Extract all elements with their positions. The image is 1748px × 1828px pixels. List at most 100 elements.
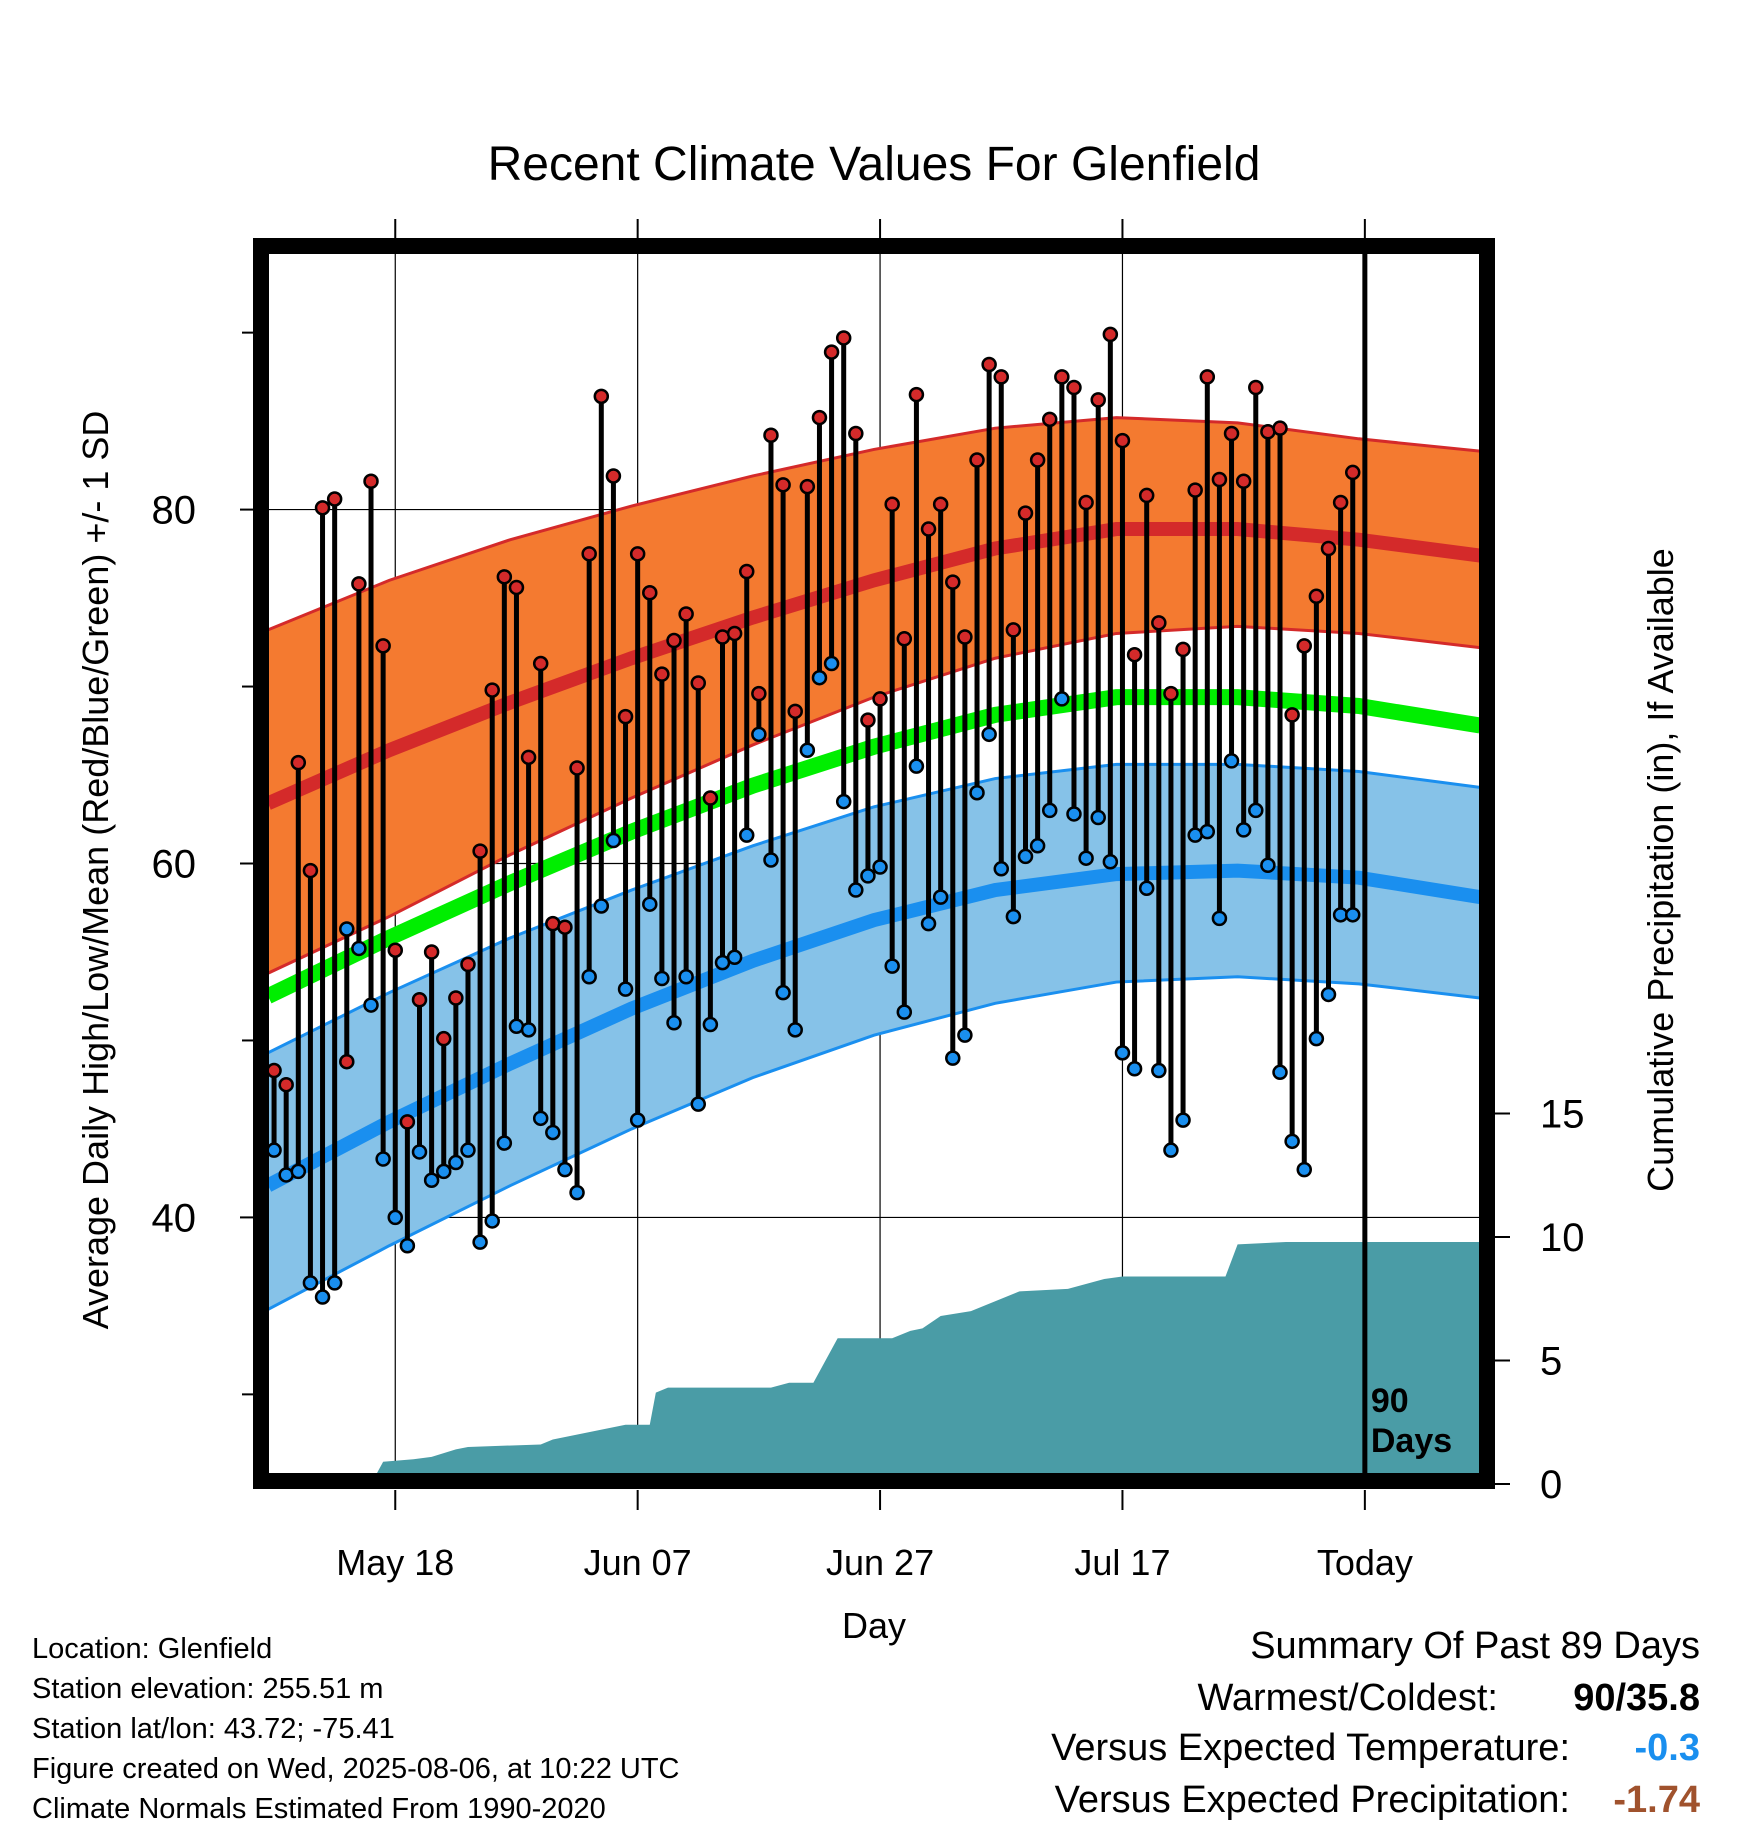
daily-low-point (593, 898, 610, 914)
axes: 40 60 80 0 5 10 15 May 18 Jun 07 Jun 27 Jul 17 Toda… (152, 219, 1585, 1583)
daily-low-point (957, 1027, 973, 1043)
daily-low-point (302, 1275, 319, 1291)
daily-low-point (290, 1163, 307, 1180)
daily-low-point (629, 1112, 646, 1128)
daily-high-point (484, 682, 500, 698)
daily-high-point (1090, 392, 1106, 408)
daily-high-point (1151, 615, 1167, 631)
daily-low-point (1126, 1061, 1143, 1077)
daily-high-point (1175, 641, 1191, 658)
y-tick-label: 60 (152, 843, 197, 887)
daily-high-point (363, 473, 379, 490)
daily-high-point (1199, 369, 1216, 385)
x-tick-label: May 18 (336, 1542, 454, 1583)
daily-low-point (642, 896, 658, 912)
daily-high-point (605, 468, 622, 484)
daily-high-point (1078, 494, 1094, 511)
daily-high-point (1138, 487, 1155, 504)
daily-low-point (1090, 809, 1106, 826)
daily-low-point (268, 1142, 282, 1158)
daily-low-point (1041, 802, 1058, 819)
x-tick-label: Today (1317, 1542, 1413, 1583)
daily-low-point (1235, 822, 1252, 838)
y2-tick-label: 15 (1540, 1093, 1585, 1137)
daily-low-point (375, 1151, 391, 1167)
daily-high-point (1308, 588, 1325, 605)
daily-high-point (629, 546, 646, 562)
daily-low-point (339, 921, 355, 937)
x-tick-label: Jul 17 (1074, 1542, 1170, 1583)
daily-high-point (1017, 505, 1034, 521)
daily-high-point (1102, 326, 1119, 343)
chart-title: Recent Climate Values For Glenfield (488, 138, 1261, 191)
daily-low-point (387, 1209, 404, 1226)
daily-low-point (993, 861, 1010, 877)
daily-high-point (787, 703, 803, 720)
daily-low-point (932, 889, 949, 905)
daily-low-point (1163, 1142, 1179, 1158)
daily-high-point (302, 862, 319, 879)
daily-low-point (1211, 910, 1228, 927)
today-days-number: 90 (1371, 1382, 1409, 1420)
daily-high-point (642, 585, 658, 601)
daily-low-point (314, 1289, 331, 1305)
daily-low-point (666, 1015, 682, 1031)
daily-low-point (1017, 848, 1034, 865)
summary-label-temp: Versus Expected Temperature: (1051, 1727, 1570, 1769)
daily-low-point (435, 1163, 452, 1180)
daily-high-point (472, 843, 488, 859)
daily-high-point (411, 992, 428, 1008)
daily-high-point (375, 638, 391, 654)
daily-high-point (835, 330, 852, 346)
y-tick-label: 80 (152, 489, 197, 533)
daily-high-point (351, 576, 367, 592)
daily-high-point (1041, 411, 1058, 428)
daily-high-point (1272, 420, 1288, 436)
daily-high-point (775, 477, 791, 493)
daily-low-point (617, 981, 634, 997)
daily-high-point (811, 409, 828, 426)
x-tick-label: Jun 27 (826, 1542, 934, 1583)
y-tick-label: 40 (152, 1196, 197, 1240)
daily-high-point (1054, 369, 1070, 385)
daily-low-point (896, 1004, 913, 1020)
daily-low-point (726, 949, 743, 966)
daily-high-point (932, 496, 949, 513)
daily-low-point (775, 984, 791, 1001)
daily-high-point (557, 919, 573, 935)
daily-high-point (654, 666, 670, 682)
daily-high-point (993, 369, 1010, 385)
daily-low-point (581, 969, 597, 985)
daily-high-point (823, 344, 840, 360)
daily-high-point (860, 712, 876, 728)
daily-high-point (1223, 425, 1240, 442)
daily-high-point (726, 625, 743, 642)
daily-low-point (557, 1161, 573, 1178)
daily-low-point (981, 726, 997, 743)
daily-high-point (520, 749, 537, 766)
daily-low-point (1054, 691, 1070, 707)
daily-high-point (945, 574, 961, 590)
daily-high-point (435, 1030, 452, 1047)
daily-low-point (1102, 853, 1119, 870)
daily-low-point (532, 1110, 549, 1127)
daily-high-point (387, 942, 404, 958)
daily-high-point (532, 655, 549, 672)
daily-high-point (1296, 638, 1313, 654)
daily-low-point (1151, 1062, 1167, 1079)
daily-high-point (763, 427, 779, 444)
summary-value-precip: -1.74 (1613, 1779, 1700, 1821)
daily-high-point (738, 563, 755, 580)
low-sd-band (268, 764, 1480, 1310)
info-created: Figure created on Wed, 2025-08-06, at 10… (32, 1753, 680, 1785)
y-axis-label: Average Daily High/Low/Mean (Red/Blue/Gr… (75, 411, 116, 1330)
daily-low-point (1175, 1112, 1191, 1128)
daily-low-point (484, 1213, 500, 1229)
daily-low-point (1199, 823, 1216, 840)
daily-low-point (678, 969, 694, 985)
daily-low-point (702, 1016, 719, 1033)
daily-high-point (751, 685, 767, 702)
daily-high-point (1248, 379, 1264, 396)
summary-label-warmest: Warmest/Coldest: (1197, 1677, 1498, 1719)
daily-low-point (1138, 880, 1155, 897)
